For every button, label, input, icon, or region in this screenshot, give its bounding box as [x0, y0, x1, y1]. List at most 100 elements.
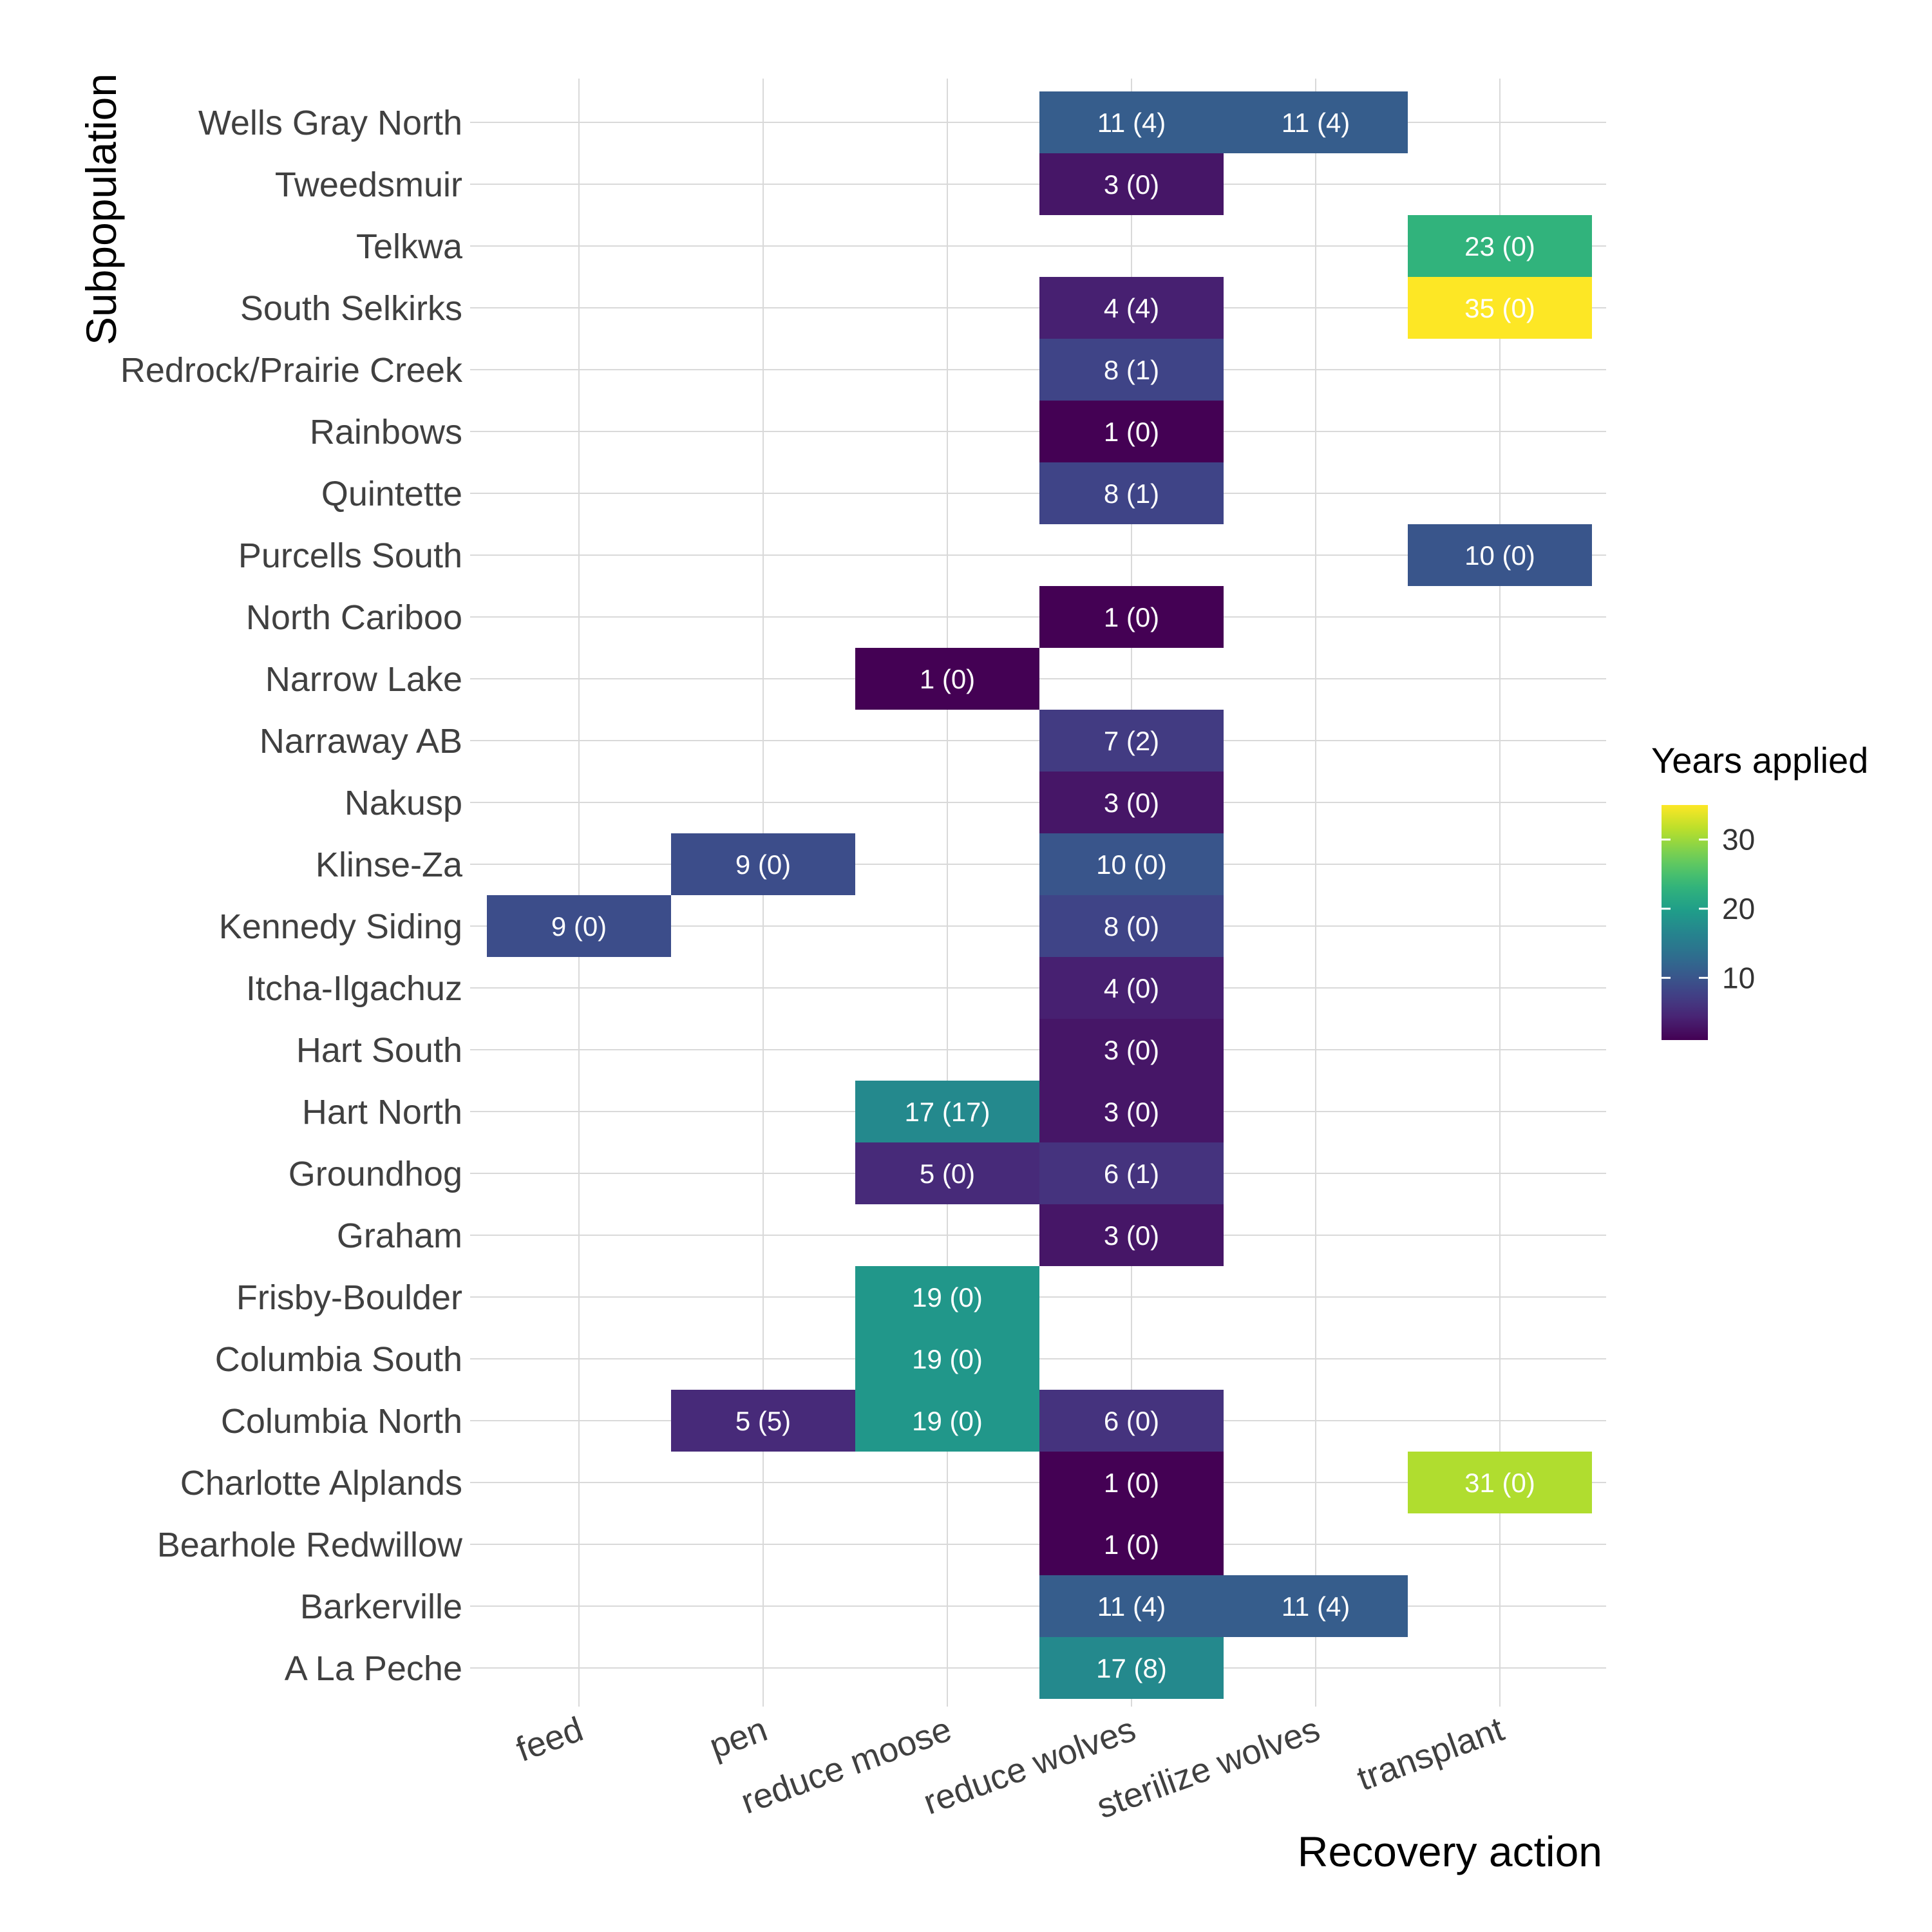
heatmap-cell [1039, 710, 1224, 772]
cell-value-label: 8 (0) [1104, 911, 1159, 942]
heatmap-cell [855, 1266, 1039, 1328]
cell-value-label: 9 (0) [735, 849, 791, 880]
cell-value-label: 19 (0) [912, 1406, 983, 1436]
heatmap-cell [1039, 1204, 1224, 1266]
y-tick-label: Groundhog [289, 1155, 462, 1193]
cell-value-label: 1 (0) [920, 664, 975, 694]
cell-value-label: 1 (0) [1104, 1468, 1159, 1498]
heatmap-cell [1039, 401, 1224, 462]
cell-value-label: 6 (1) [1104, 1159, 1159, 1189]
y-tick-label: Itcha-Ilgachuz [246, 969, 462, 1008]
heatmap-cell [1039, 1575, 1224, 1637]
cell-value-label: 1 (0) [1104, 602, 1159, 632]
y-tick-label: Narraway AB [260, 722, 462, 761]
cell-value-label: 35 (0) [1464, 293, 1535, 323]
heatmap-cell [671, 833, 855, 895]
heatmap-cell [855, 1081, 1039, 1142]
y-tick-label: Quintette [321, 475, 462, 513]
cell-value-label: 5 (5) [735, 1406, 791, 1436]
cell-value-label: 5 (0) [920, 1159, 975, 1189]
cell-value-label: 1 (0) [1104, 417, 1159, 447]
cell-value-label: 8 (1) [1104, 355, 1159, 385]
cell-value-label: 19 (0) [912, 1282, 983, 1312]
y-axis-title: Subpopulation [77, 73, 125, 345]
y-tick-label: Klinse-Za [316, 846, 463, 884]
y-tick-label: Tweedsmuir [275, 166, 462, 204]
heatmap-cell [855, 1142, 1039, 1204]
heatmap-cell [1408, 277, 1592, 339]
y-tick-label: Purcells South [238, 536, 462, 575]
heatmap-cell [1039, 833, 1224, 895]
y-tick-label: Columbia South [215, 1340, 462, 1379]
heatmap-cell [1408, 215, 1592, 277]
y-tick-label: Telkwa [356, 227, 463, 266]
heatmap-cell [1224, 1575, 1408, 1637]
heatmap-cell [1408, 524, 1592, 586]
cell-value-label: 3 (0) [1104, 1097, 1159, 1127]
cell-value-label: 9 (0) [551, 911, 607, 942]
x-axis-title: Recovery action [1298, 1828, 1602, 1875]
heatmap-cell [1039, 339, 1224, 401]
y-tick-label: Nakusp [345, 784, 462, 822]
heatmap-cell [1039, 957, 1224, 1019]
heatmap-cell [855, 648, 1039, 710]
cell-value-label: 10 (0) [1096, 849, 1167, 880]
cell-value-label: 17 (17) [904, 1097, 990, 1127]
y-tick-label: Kennedy Siding [219, 907, 462, 946]
cell-value-label: 3 (0) [1104, 788, 1159, 818]
heatmap-cell [1039, 895, 1224, 957]
y-tick-label: Narrow Lake [265, 660, 462, 699]
heatmap-cell [1039, 772, 1224, 833]
heatmap-cell [1039, 586, 1224, 648]
cell-value-label: 17 (8) [1096, 1653, 1167, 1683]
y-tick-label: Hart South [296, 1031, 462, 1070]
heatmap-cell [1039, 1452, 1224, 1513]
cells-layer: 11 (4) 11 (4) 3 (0) 23 (0) 4 (4) 35 (0) 8 (1) 1… [487, 91, 1592, 1699]
y-tick-label: Wells Gray North [198, 104, 462, 142]
cell-value-label: 19 (0) [912, 1344, 983, 1374]
y-tick-label: Frisby-Boulder [236, 1278, 462, 1317]
legend: Years applied 10 20 30 [1651, 740, 1868, 1040]
cell-value-label: 4 (0) [1104, 973, 1159, 1003]
heatmap-cell [1039, 1390, 1224, 1452]
heatmap-cell [1039, 1081, 1224, 1142]
cell-value-label: 31 (0) [1464, 1468, 1535, 1498]
y-tick-label: Redrock/Prairie Creek [120, 351, 463, 390]
cell-value-label: 4 (4) [1104, 293, 1159, 323]
y-tick-label: Bearhole Redwillow [157, 1526, 463, 1564]
cell-value-label: 7 (2) [1104, 726, 1159, 756]
heatmap-cell [855, 1328, 1039, 1390]
heatmap-cell [1039, 1637, 1224, 1699]
x-tick-label: feed [511, 1710, 588, 1769]
cell-value-label: 1 (0) [1104, 1530, 1159, 1560]
x-tick-label: transplant [1352, 1710, 1509, 1798]
heatmap-cell [1039, 91, 1224, 153]
y-tick-label: Hart North [302, 1093, 462, 1132]
cell-value-label: 3 (0) [1104, 1035, 1159, 1065]
cell-value-label: 11 (4) [1282, 108, 1350, 138]
heatmap-cell [1039, 1019, 1224, 1081]
cell-value-label: 10 (0) [1464, 540, 1535, 571]
cell-value-label: 3 (0) [1104, 169, 1159, 200]
cell-value-label: 3 (0) [1104, 1220, 1159, 1251]
y-tick-label: Rainbows [310, 413, 462, 451]
legend-colorbar [1662, 805, 1708, 1040]
heatmap-cell [855, 1390, 1039, 1452]
cell-value-label: 11 (4) [1097, 1591, 1166, 1622]
heatmap-cell [1039, 1513, 1224, 1575]
cell-value-label: 11 (4) [1097, 108, 1166, 138]
heatmap-cell [1039, 277, 1224, 339]
y-tick-label: Graham [337, 1217, 462, 1255]
cell-value-label: 8 (1) [1104, 478, 1159, 509]
cell-value-label: 6 (0) [1104, 1406, 1159, 1436]
y-tick-label: Columbia North [221, 1402, 462, 1441]
y-tick-label: Charlotte Alplands [180, 1464, 462, 1502]
heatmap-cell [1039, 153, 1224, 215]
x-tick-label: pen [705, 1710, 772, 1766]
legend-tick-label: 30 [1722, 823, 1755, 857]
heatmap-cell [671, 1390, 855, 1452]
y-tick-label: South Selkirks [240, 289, 462, 328]
heatmap-cell [1224, 91, 1408, 153]
